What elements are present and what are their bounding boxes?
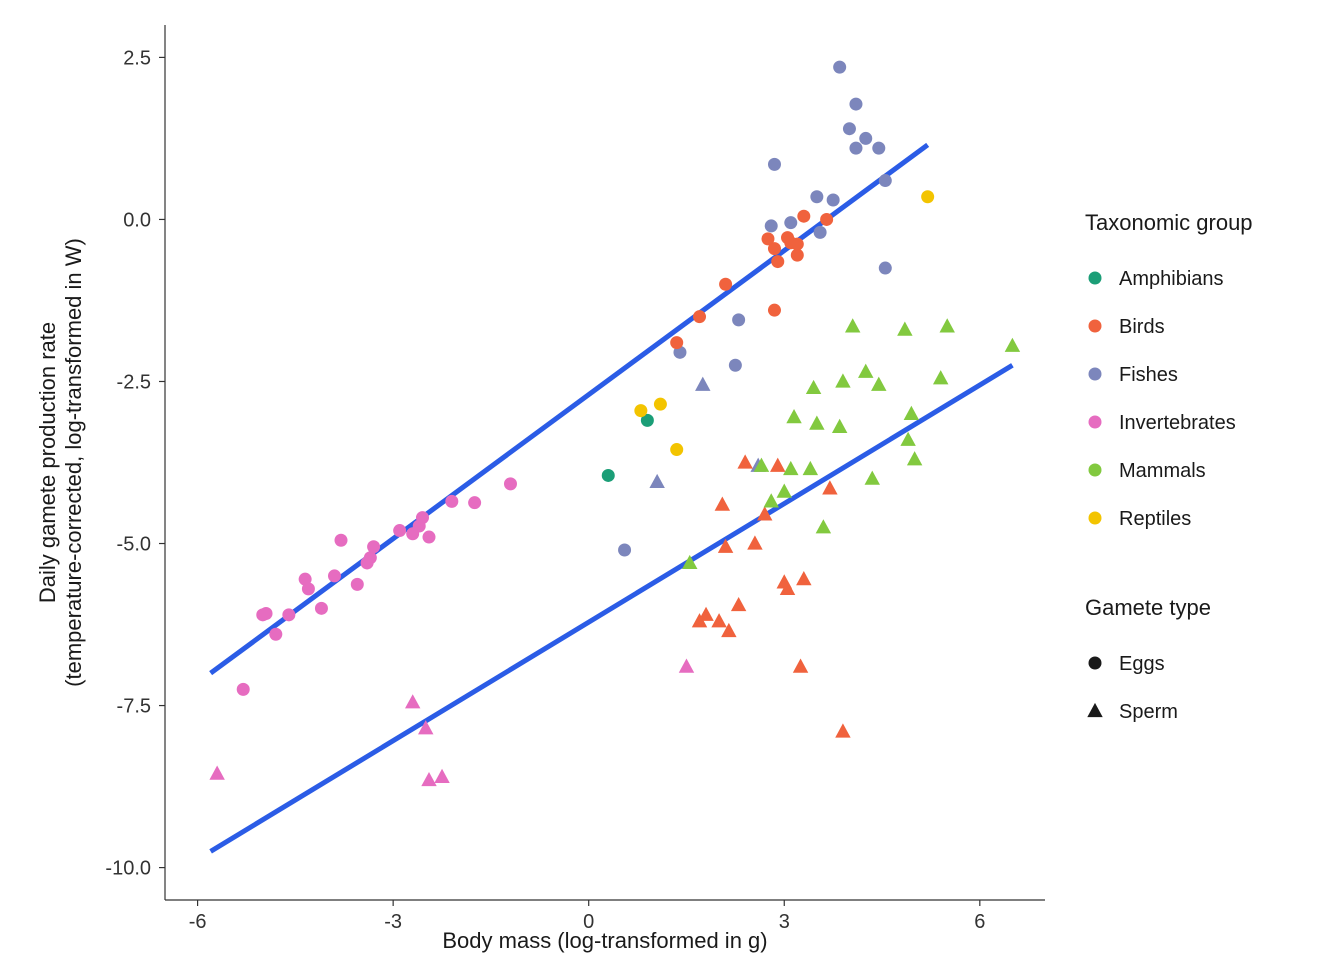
legend-swatch bbox=[1089, 320, 1102, 333]
data-point bbox=[237, 683, 250, 696]
data-point bbox=[445, 495, 458, 508]
legend-swatch bbox=[1089, 272, 1102, 285]
data-point bbox=[416, 511, 429, 524]
data-point bbox=[849, 142, 862, 155]
data-point bbox=[393, 524, 406, 537]
data-point bbox=[670, 443, 683, 456]
data-point bbox=[879, 262, 892, 275]
legend-label: Reptiles bbox=[1119, 508, 1191, 530]
data-point bbox=[302, 582, 315, 595]
data-point bbox=[732, 313, 745, 326]
data-point bbox=[634, 404, 647, 417]
legend-label: Sperm bbox=[1119, 701, 1178, 723]
data-point bbox=[833, 61, 846, 74]
legend-swatch bbox=[1089, 416, 1102, 429]
data-point bbox=[761, 232, 774, 245]
data-point bbox=[810, 190, 823, 203]
legend-label: Mammals bbox=[1119, 460, 1206, 482]
data-point bbox=[504, 477, 517, 490]
data-point bbox=[260, 607, 273, 620]
data-point bbox=[719, 278, 732, 291]
data-point bbox=[315, 602, 328, 615]
data-point bbox=[654, 398, 667, 411]
x-tick-label: 6 bbox=[974, 911, 985, 933]
y-tick-label: -5.0 bbox=[117, 534, 151, 556]
data-point bbox=[670, 336, 683, 349]
chart-container: -6-3036-10.0-7.5-5.0-2.50.02.5Body mass … bbox=[0, 0, 1344, 960]
x-tick-label: 3 bbox=[779, 911, 790, 933]
legend-label: Invertebrates bbox=[1119, 412, 1236, 434]
data-point bbox=[879, 174, 892, 187]
data-point bbox=[768, 304, 781, 317]
data-point bbox=[765, 219, 778, 232]
legend-label: Birds bbox=[1119, 316, 1165, 338]
data-point bbox=[797, 210, 810, 223]
data-point bbox=[814, 226, 827, 239]
legend-title-shape: Gamete type bbox=[1085, 595, 1211, 620]
data-point bbox=[859, 132, 872, 145]
data-point bbox=[468, 496, 481, 509]
legend-swatch bbox=[1089, 464, 1102, 477]
data-point bbox=[602, 469, 615, 482]
legend-title-color: Taxonomic group bbox=[1085, 210, 1253, 235]
data-point bbox=[781, 231, 794, 244]
data-point bbox=[843, 122, 856, 135]
data-point bbox=[364, 551, 377, 564]
y-tick-label: 0.0 bbox=[123, 209, 151, 231]
data-point bbox=[269, 628, 282, 641]
y-tick-label: -7.5 bbox=[117, 696, 151, 718]
data-point bbox=[282, 608, 295, 621]
data-point bbox=[827, 194, 840, 207]
legend-swatch bbox=[1089, 657, 1102, 670]
legend-label: Amphibians bbox=[1119, 268, 1224, 290]
data-point bbox=[367, 540, 380, 553]
data-point bbox=[849, 98, 862, 111]
data-point bbox=[618, 544, 631, 557]
data-point bbox=[693, 310, 706, 323]
data-point bbox=[423, 531, 436, 544]
data-point bbox=[729, 359, 742, 372]
scatter-plot: -6-3036-10.0-7.5-5.0-2.50.02.5Body mass … bbox=[0, 0, 1344, 960]
legend-swatch bbox=[1089, 512, 1102, 525]
x-axis-label: Body mass (log-transformed in g) bbox=[442, 928, 767, 953]
data-point bbox=[784, 216, 797, 229]
data-point bbox=[872, 142, 885, 155]
x-tick-label: -6 bbox=[189, 911, 207, 933]
y-tick-label: -2.5 bbox=[117, 371, 151, 393]
data-point bbox=[335, 534, 348, 547]
legend-swatch bbox=[1089, 368, 1102, 381]
y-tick-label: 2.5 bbox=[123, 47, 151, 69]
data-point bbox=[768, 158, 781, 171]
x-tick-label: -3 bbox=[384, 911, 402, 933]
data-point bbox=[771, 255, 784, 268]
data-point bbox=[921, 190, 934, 203]
data-point bbox=[820, 213, 833, 226]
y-tick-label: -10.0 bbox=[105, 858, 151, 880]
data-point bbox=[328, 569, 341, 582]
legend-label: Eggs bbox=[1119, 653, 1165, 675]
legend-label: Fishes bbox=[1119, 364, 1178, 386]
data-point bbox=[351, 578, 364, 591]
